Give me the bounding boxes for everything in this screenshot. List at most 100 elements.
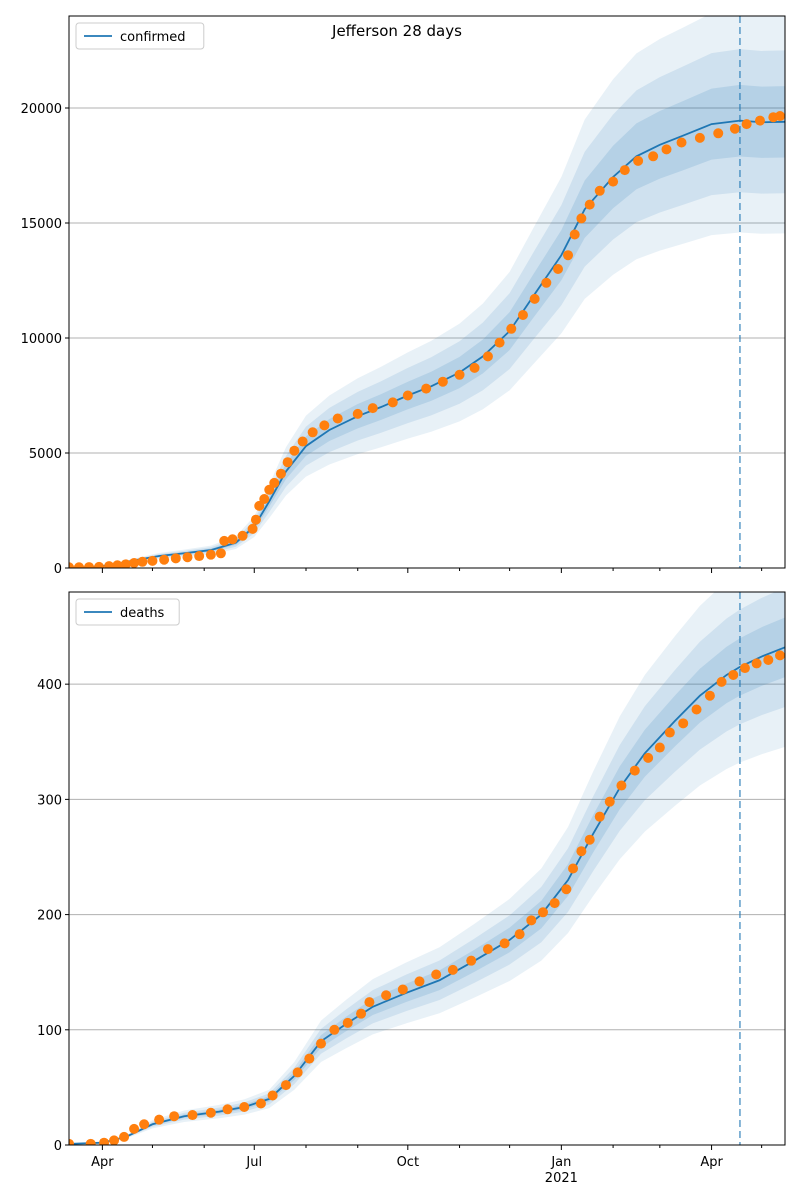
y-tick-label: 20000	[21, 102, 62, 117]
observed-point	[437, 376, 448, 387]
observed-point	[104, 561, 115, 568]
observed-point	[629, 765, 640, 776]
y-tick-label: 400	[37, 678, 62, 693]
observed-point	[713, 128, 724, 139]
observed-point	[292, 1067, 303, 1078]
axes-frame	[68, 15, 786, 569]
observed-point	[414, 976, 425, 987]
observed-point	[763, 654, 774, 665]
y-tick-label: 200	[37, 909, 62, 924]
observed-point	[119, 1131, 130, 1142]
observed-point	[169, 1111, 180, 1122]
observed-point	[584, 834, 595, 845]
x-tick-label: Jan	[550, 1155, 571, 1170]
observed-point	[594, 185, 605, 196]
observed-point	[109, 1135, 120, 1145]
observed-point	[129, 557, 140, 568]
observed-point	[549, 898, 560, 909]
observed-point	[774, 111, 785, 122]
observed-point	[594, 811, 605, 822]
observed-point	[739, 663, 750, 674]
observed-point	[576, 213, 587, 224]
observed-point	[774, 650, 785, 661]
observed-point	[728, 669, 739, 680]
observed-point	[661, 144, 672, 155]
observed-point	[159, 554, 170, 565]
observed-point	[69, 562, 74, 568]
observed-point	[255, 1098, 266, 1109]
axes-frame	[68, 591, 786, 1146]
observed-point	[112, 560, 123, 568]
observed-point	[120, 559, 131, 568]
observed-point	[94, 561, 105, 568]
observed-point	[282, 457, 293, 468]
legend-label: deaths	[120, 606, 165, 621]
observed-point	[751, 658, 762, 669]
observed-point	[576, 846, 587, 857]
observed-point	[280, 1080, 291, 1091]
observed-point	[137, 556, 148, 567]
observed-point	[664, 727, 675, 738]
observed-point	[526, 915, 537, 926]
observed-point	[584, 199, 595, 210]
observed-point	[716, 676, 727, 687]
observed-point	[194, 551, 205, 562]
observed-point	[219, 535, 230, 546]
observed-point	[691, 704, 702, 715]
observed-point	[227, 534, 238, 545]
observed-point	[269, 477, 280, 488]
observed-point	[494, 337, 505, 348]
y-tick-label: 5000	[29, 447, 62, 462]
observed-point	[84, 562, 95, 568]
y-tick-label: 0	[54, 1139, 62, 1154]
x-tick-sublabel: 2021	[545, 1171, 578, 1186]
observed-point	[469, 362, 480, 373]
observed-point	[69, 1138, 74, 1145]
observed-point	[387, 397, 398, 408]
deaths-panel: 0 100 200 300 400 Apr Jul Oct Jan Apr 2021 deaths	[37, 591, 786, 1186]
observed-point	[205, 549, 216, 560]
observed-point	[205, 1107, 216, 1118]
observed-point	[304, 1053, 315, 1064]
x-tick-label: Apr	[700, 1155, 723, 1170]
observed-point	[517, 310, 528, 320]
observed-point	[447, 964, 458, 975]
observed-point	[342, 1017, 353, 1028]
uncertainty-band	[69, 592, 785, 1145]
observed-point	[563, 250, 574, 261]
y-tick-label: 15000	[21, 217, 62, 232]
observed-point	[319, 420, 330, 431]
observed-point	[367, 403, 378, 414]
observed-point	[170, 553, 181, 564]
observed-point	[147, 555, 158, 566]
x-tick-label: Oct	[397, 1155, 419, 1170]
observed-point	[352, 408, 363, 419]
confirmed-panel: 0 5000 10000 15000 20000 confirmed	[21, 15, 786, 577]
observed-point	[316, 1038, 327, 1049]
observed-point	[187, 1110, 198, 1121]
observed-point	[648, 151, 659, 162]
legend-box	[75, 22, 205, 50]
observed-point	[431, 969, 442, 980]
observed-point	[289, 445, 300, 456]
observed-point	[643, 752, 654, 763]
uncertainty-band	[69, 16, 785, 568]
observed-point	[553, 264, 564, 274]
x-tick-label: Jul	[245, 1155, 262, 1170]
observed-point	[741, 119, 752, 130]
observed-point	[729, 123, 740, 134]
observed-point	[259, 494, 270, 504]
plot-area	[69, 16, 785, 568]
y-tick-label: 100	[37, 1024, 62, 1039]
observed-point	[364, 997, 375, 1008]
observed-point	[633, 155, 644, 166]
observed-point	[608, 176, 619, 187]
observed-point	[678, 718, 689, 729]
observed-point	[616, 780, 627, 791]
plot-area	[69, 592, 785, 1145]
legend: deaths	[75, 598, 180, 626]
observed-point	[275, 468, 286, 479]
observed-point	[139, 1119, 150, 1130]
observed-point	[85, 1138, 96, 1145]
